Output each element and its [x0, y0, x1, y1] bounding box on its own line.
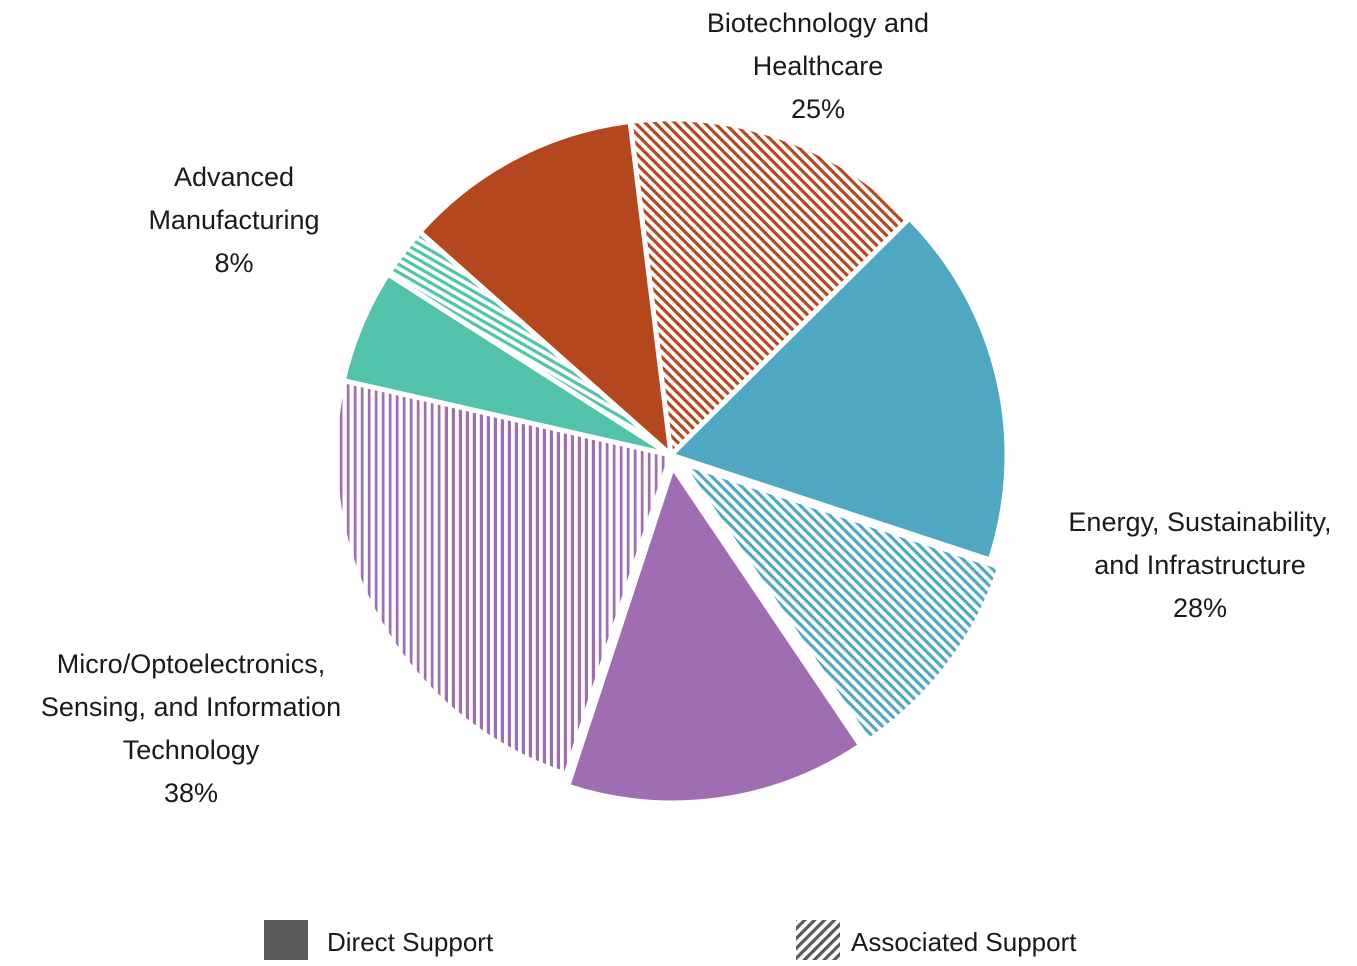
category-label-percent: 38%: [164, 778, 218, 808]
category-label-percent: 25%: [791, 94, 845, 124]
category-label-line: Manufacturing: [148, 205, 319, 235]
category-label-line: Micro/Optoelectronics,: [57, 649, 326, 679]
legend-swatch-direct-support: [264, 920, 308, 960]
legend-label-associated-support: Associated Support: [851, 927, 1077, 957]
category-labels: Biotechnology and Healthcare 25% Energy, Su…: [41, 8, 1332, 808]
category-label-line: Healthcare: [753, 51, 884, 81]
pie-slice-micro-optoelectronics-sensing-and-information-technology-direct-support: [565, 464, 864, 806]
pie-slice-biotechnology-and-healthcare-associated-support: [627, 116, 912, 458]
legend-label-direct-support: Direct Support: [327, 927, 494, 957]
category-label-line: Technology: [123, 735, 260, 765]
category-label-line: Energy, Sustainability,: [1068, 507, 1331, 537]
category-label-line: Sensing, and Information: [41, 692, 341, 722]
pie-slice-energy-sustainability-and-infrastructure-associated-support: [678, 459, 1003, 744]
pie-slice-micro-optoelectronics-sensing-and-information-technology-associated-support: [332, 378, 674, 777]
pie-slice-energy-sustainability-and-infrastructure-direct-support: [668, 215, 1010, 563]
legend-swatch-associated-support: [796, 920, 840, 960]
category-label-percent: 8%: [214, 248, 253, 278]
legend: Direct Support Associated Support: [264, 920, 1077, 960]
category-label-line: and Infrastructure: [1094, 550, 1306, 580]
category-label-percent: 28%: [1173, 593, 1227, 623]
pie-slice-biotechnology-and-healthcare-direct-support: [417, 119, 674, 458]
category-label-line: Biotechnology and: [707, 8, 929, 38]
pie-slices: [332, 116, 1010, 806]
category-label-line: Advanced: [174, 162, 294, 192]
